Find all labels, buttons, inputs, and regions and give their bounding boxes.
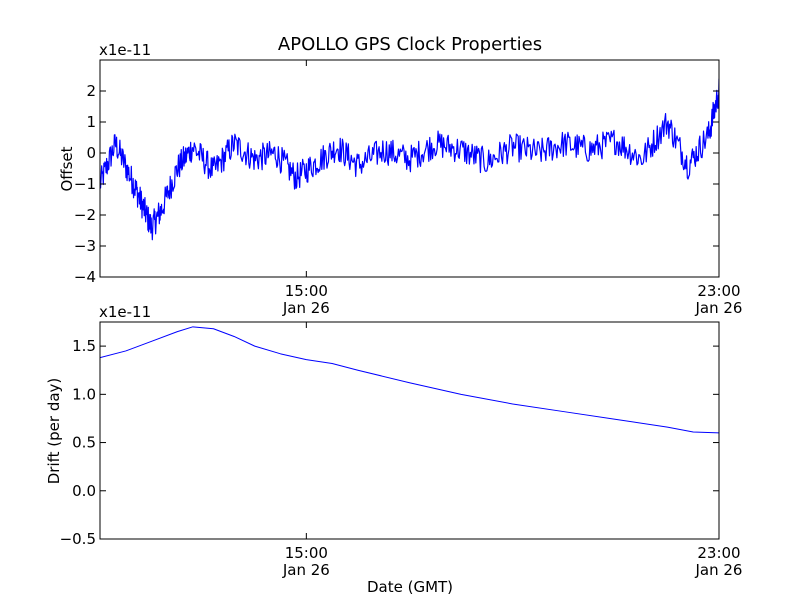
offset-y-tick-label: −3 [74,237,96,255]
drift-y-axis-label: Drift (per day) [45,378,63,485]
drift-y-tick-label: −0.5 [60,530,96,548]
drift-x-tick-date-label: Jan 26 [282,561,330,579]
drift-y-tick-label: 1.5 [72,337,96,355]
offset-x-tick-time-label: 15:00 [285,282,328,300]
drift-y-tick-label: 1.0 [72,385,96,403]
offset-series-line [100,78,719,241]
chart-title: APOLLO GPS Clock Properties [278,34,542,55]
offset-scale-label: x1e-11 [99,41,151,59]
offset-y-tick-label: −2 [74,206,96,224]
drift-x-tick-time-label: 23:00 [697,544,740,562]
drift-panel: x1e-11 Drift (per day) Date (GMT) 1.5 1.0… [45,303,743,596]
drift-x-axis-label: Date (GMT) [367,578,453,596]
drift-x-tick-time-label: 15:00 [285,544,328,562]
offset-y-tick-label: 0 [86,144,96,162]
drift-plot-frame [99,321,720,540]
drift-y-tick-label: 0.5 [72,434,96,452]
offset-x-tick-time-label: 23:00 [697,282,740,300]
offset-y-tick-label: 1 [86,113,96,131]
drift-scale-label: x1e-11 [99,303,151,321]
offset-x-tick-date-label: Jan 26 [282,299,330,317]
offset-y-axis-label: Offset [58,146,76,191]
drift-x-tick-date-label: Jan 26 [695,561,743,579]
offset-y-tick-label: −4 [74,268,96,286]
offset-plot-frame [99,59,720,278]
offset-y-tick-label: −1 [74,175,96,193]
offset-x-tick-date-label: Jan 26 [695,299,743,317]
offset-y-tick-label: 2 [86,82,96,100]
drift-y-tick-label: 0.0 [72,482,96,500]
drift-series-line [100,326,719,434]
